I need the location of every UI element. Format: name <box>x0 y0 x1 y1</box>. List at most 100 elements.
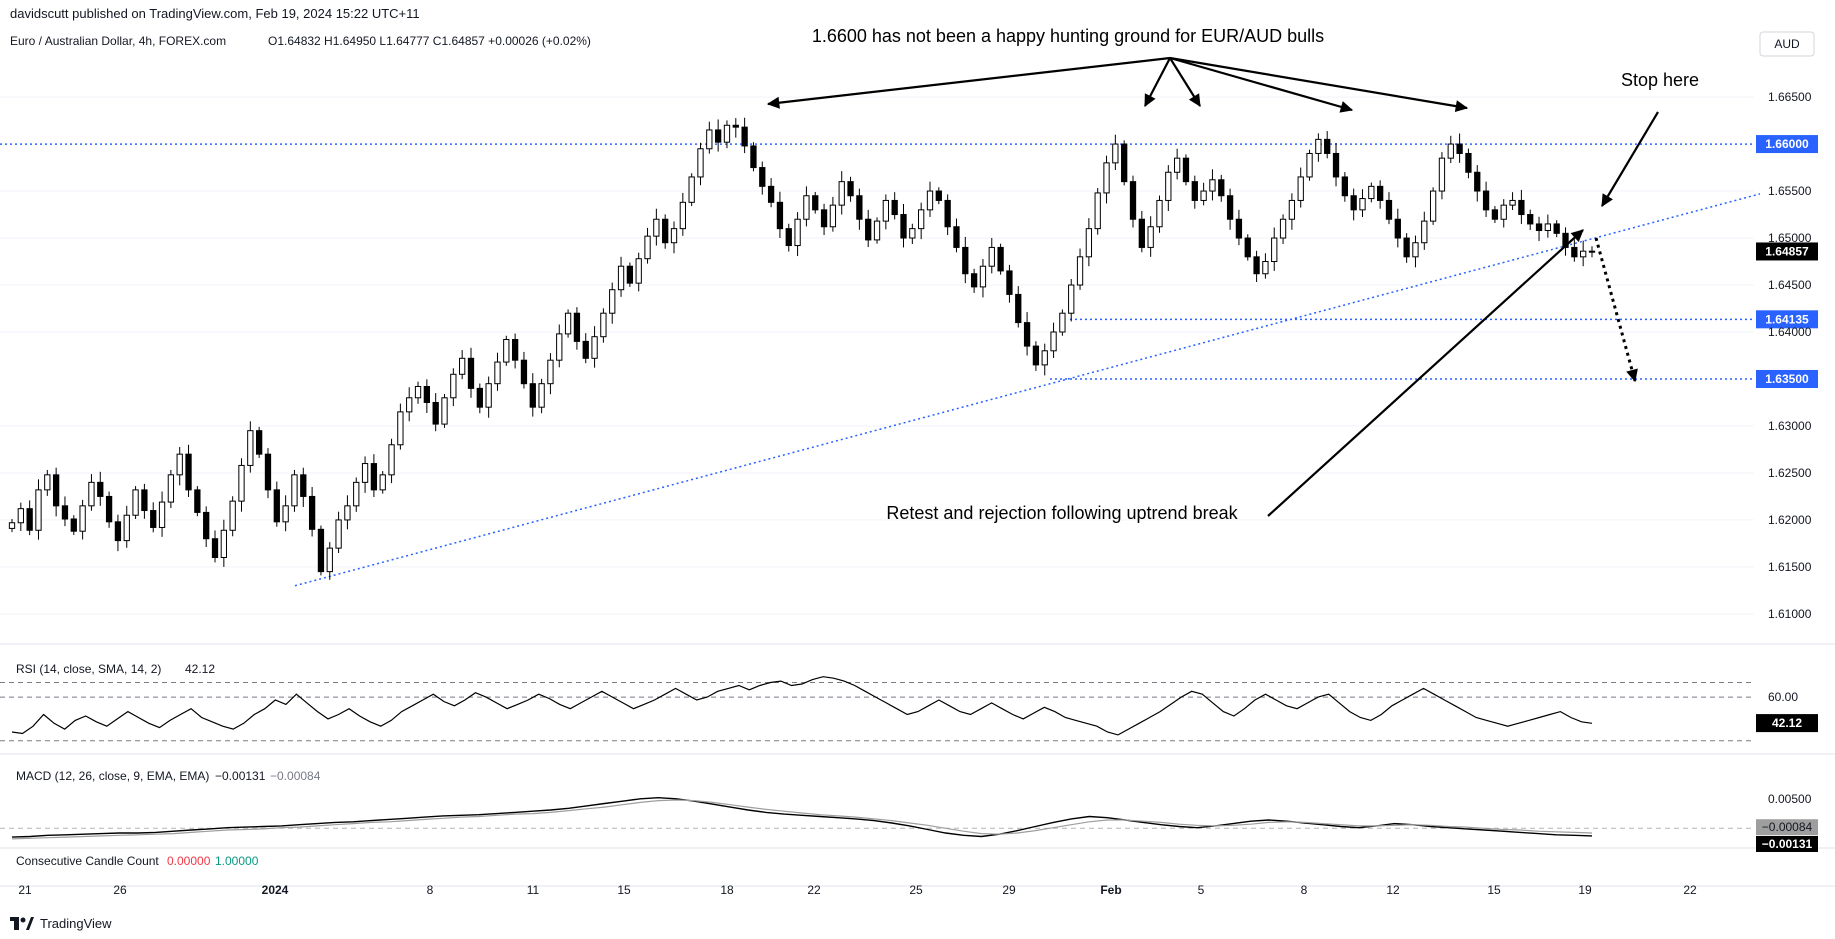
candle-body <box>238 464 245 502</box>
candle-body <box>459 357 466 375</box>
annotation-stop: Stop here <box>1621 70 1699 90</box>
candle-body <box>1271 237 1278 263</box>
candle-body <box>759 167 766 187</box>
time-tick-label: 11 <box>527 883 540 897</box>
candle-body <box>1182 157 1190 183</box>
annotation-arrow <box>1594 237 1637 382</box>
currency-button[interactable] <box>1759 31 1815 57</box>
candle-body <box>935 190 942 201</box>
candle-body <box>653 218 660 237</box>
candle-body <box>1173 157 1181 173</box>
candle-body <box>450 373 457 399</box>
candle-body <box>1023 322 1031 347</box>
time-tick-label: 18 <box>720 883 734 897</box>
candle-body <box>617 265 625 291</box>
time-tick-label: 8 <box>427 883 434 897</box>
annotation-arrowhead <box>1144 93 1156 108</box>
candle-body <box>918 209 925 230</box>
macd-title: MACD (12, 26, close, 9, EMA, EMA) <box>16 769 209 783</box>
candle-body <box>1315 138 1322 154</box>
candle-body <box>379 474 386 491</box>
signal-last-label: −0.00084 <box>1762 820 1813 834</box>
time-tick-label: 29 <box>1002 883 1016 897</box>
candle-body <box>406 397 413 413</box>
time-tick-label: Feb <box>1100 883 1121 897</box>
candle-body <box>882 199 890 222</box>
candle-body <box>679 201 686 230</box>
candle-body <box>423 386 431 403</box>
candle-body <box>1474 171 1481 192</box>
publisher-text: davidscutt published on TradingView.com,… <box>10 6 420 21</box>
candle-body <box>706 129 713 150</box>
candle-body <box>1209 179 1216 192</box>
rsi-line <box>11 676 1593 736</box>
price-tick-label: 1.62500 <box>1768 466 1812 480</box>
macd-legend-value: −0.00131 <box>215 769 266 783</box>
candle-body <box>1200 190 1207 201</box>
candle-body <box>397 411 404 446</box>
tradingview-logo-icon <box>10 916 34 930</box>
candle-body <box>1147 226 1154 248</box>
price-axis[interactable]: 1.66500 1.65500 1.65000 1.64500 1.64000 1.630… <box>1756 90 1818 621</box>
candle-body <box>1456 143 1463 154</box>
price-tick-label: 1.65500 <box>1768 184 1812 198</box>
candle-body <box>635 258 642 284</box>
candle-body <box>520 359 528 385</box>
candle-body <box>944 199 951 228</box>
price-tick-label: 1.63000 <box>1768 419 1812 433</box>
candle-body <box>1165 171 1172 201</box>
candle-body <box>485 383 492 408</box>
candle-body <box>317 528 325 573</box>
candle-body <box>441 397 448 425</box>
time-tick-label: 2024 <box>262 883 289 897</box>
signal-line <box>11 799 1593 840</box>
candle-body <box>803 195 810 220</box>
candle-body <box>873 220 881 241</box>
candle-body <box>1491 209 1499 220</box>
annotation-arrow <box>767 56 1171 106</box>
candle-body <box>194 489 201 513</box>
time-axis[interactable]: 21 26 2024 8 11 15 18 22 25 29 Feb 5 8 12 15 19 22 <box>18 883 1697 897</box>
macd-last-label: −0.00131 <box>1762 837 1813 851</box>
candle-body <box>1050 331 1057 352</box>
annotation-arrows <box>766 56 1659 517</box>
annotation-arrowhead <box>1601 193 1613 207</box>
candle-body <box>8 522 16 529</box>
candle-body <box>1412 242 1419 258</box>
indicator-title: Consecutive Candle Count <box>16 854 159 868</box>
legend-symbol: Euro / Australian Dollar, 4h, FOREX.com <box>10 34 226 48</box>
candle-body <box>723 124 731 143</box>
candle-body <box>838 181 845 206</box>
candle-body <box>511 339 519 361</box>
candle-body <box>264 453 272 491</box>
candle-body <box>626 265 634 284</box>
candle-body <box>432 401 439 425</box>
candle-body <box>26 508 33 531</box>
price-level-label-bg <box>1756 369 1818 388</box>
candle-body <box>229 500 236 531</box>
candle-body <box>150 510 157 528</box>
annotation-arrowhead <box>1188 93 1201 107</box>
candle-body <box>326 547 333 573</box>
candle-body <box>865 218 872 241</box>
price-tick-label: 1.64500 <box>1768 278 1812 292</box>
candle-body <box>503 339 510 363</box>
candle-body <box>1359 198 1366 211</box>
candle-body <box>1279 218 1287 239</box>
candle-body <box>1509 199 1516 206</box>
time-tick-label: 25 <box>909 883 923 897</box>
candle-body <box>282 505 289 523</box>
time-tick-label: 19 <box>1578 883 1592 897</box>
annotation-arrowhead <box>766 96 780 109</box>
price-level-label-bg <box>1756 135 1818 154</box>
chart-frame[interactable]: 1.66000 1.64135 1.63500 60.00 42.12 0.00500… <box>0 26 1835 908</box>
legend-ohlc: O1.64832 H1.64950 L1.64777 C1.64857 +0.0… <box>268 34 591 48</box>
candle-body <box>494 361 501 385</box>
annotation-retest: Retest and rejection following uptrend b… <box>886 503 1238 523</box>
candle-body <box>185 453 192 491</box>
candle-body <box>1094 192 1101 230</box>
candle-body <box>308 495 316 530</box>
chart-canvas[interactable]: 1.66000 1.64135 1.63500 60.00 42.12 0.00500… <box>0 26 1835 908</box>
candle-body <box>582 340 589 359</box>
candle-body <box>1015 293 1022 324</box>
